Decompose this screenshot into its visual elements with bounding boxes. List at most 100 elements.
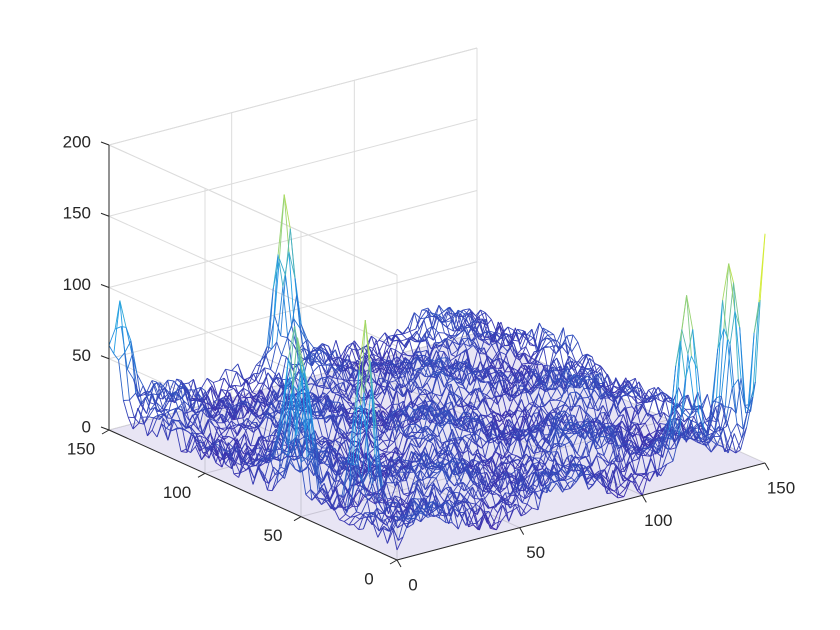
mesh-segment <box>390 515 398 529</box>
mesh-segment <box>356 432 363 435</box>
mesh-segment <box>282 251 290 287</box>
mesh-segment <box>339 388 347 393</box>
mesh-segment <box>433 437 441 449</box>
mesh-segment <box>133 379 141 397</box>
mesh-segment <box>393 516 401 530</box>
mesh-segment <box>393 364 400 369</box>
mesh-segment <box>174 387 181 393</box>
mesh-segment <box>423 312 431 320</box>
mesh-segment <box>404 472 410 493</box>
mesh-segment <box>346 419 354 435</box>
mesh-segment <box>408 380 416 390</box>
mesh-segment <box>444 316 452 322</box>
mesh-segment <box>403 459 411 462</box>
mesh-segment <box>433 400 441 412</box>
mesh-segment <box>300 324 308 340</box>
mesh-segment <box>189 426 197 434</box>
mesh-segment <box>276 452 284 458</box>
mesh-segment <box>334 364 342 371</box>
mesh-segment <box>408 338 415 357</box>
mesh-segment <box>356 484 364 512</box>
mesh-segment <box>189 406 197 414</box>
mesh-segment <box>288 446 295 462</box>
mesh-segment <box>462 337 469 340</box>
mesh-segment <box>252 466 260 485</box>
mesh-segment <box>386 528 394 544</box>
mesh-segment <box>448 307 454 332</box>
mesh-segment <box>322 350 330 356</box>
mesh-segment <box>180 448 186 452</box>
mesh-segment <box>185 406 191 414</box>
mesh-segment <box>388 516 396 532</box>
mesh-segment <box>383 458 390 463</box>
mesh-segment <box>128 416 135 419</box>
mesh-segment <box>402 519 410 538</box>
mesh-segment <box>215 399 223 416</box>
mesh-segment <box>444 338 451 361</box>
mesh-segment <box>271 376 278 385</box>
mesh-segment <box>283 194 291 229</box>
mesh-segment <box>395 380 403 389</box>
mesh-segment <box>267 489 273 492</box>
mesh-segment <box>321 364 329 375</box>
mesh-segment <box>246 451 254 466</box>
mesh-segment <box>156 381 164 400</box>
mesh-segment <box>384 347 392 371</box>
mesh-segment <box>372 371 378 373</box>
mesh-segment <box>347 396 354 405</box>
mesh-segment <box>434 341 441 344</box>
mesh-segment <box>286 424 294 446</box>
mesh-segment <box>346 401 352 409</box>
mesh-segment <box>265 354 272 370</box>
mesh-segment <box>417 427 425 439</box>
mesh-segment <box>410 419 417 424</box>
mesh-segment <box>428 447 436 465</box>
mesh-segment <box>234 425 242 440</box>
mesh-segment <box>278 258 286 276</box>
mesh-segment <box>378 339 384 343</box>
mesh-segment <box>356 481 363 490</box>
mesh-segment <box>350 489 358 505</box>
mesh-segment <box>379 385 387 388</box>
mesh-segment <box>280 335 288 339</box>
mesh-segment <box>420 405 427 417</box>
mesh-segment <box>312 392 319 399</box>
mesh-segment <box>445 401 453 405</box>
mesh-segment <box>397 453 403 456</box>
mesh-segment <box>251 453 259 466</box>
mesh-segment <box>180 380 188 401</box>
mesh-segment <box>297 409 305 435</box>
mesh-segment <box>302 456 310 461</box>
mesh-segment <box>257 414 265 428</box>
mesh-segment <box>268 412 275 418</box>
mesh-segment <box>317 343 325 351</box>
mesh-segment <box>152 393 159 396</box>
mesh-segment <box>444 383 452 408</box>
mesh-segment <box>247 465 255 479</box>
mesh-segment <box>290 407 297 446</box>
mesh-segment <box>337 473 345 487</box>
mesh-segment <box>159 382 166 389</box>
mesh-segment <box>446 337 453 342</box>
mesh-segment <box>173 393 180 397</box>
mesh-segment <box>261 349 269 367</box>
mesh-segment <box>417 319 425 342</box>
mesh-segment <box>344 487 350 508</box>
mesh-segment <box>328 349 336 356</box>
mesh-segment <box>351 348 358 351</box>
mesh-segment <box>364 512 372 518</box>
mesh-segment <box>417 388 425 397</box>
mesh-segment <box>118 360 124 401</box>
mesh-segment <box>348 387 356 402</box>
mesh-segment <box>419 439 426 449</box>
mesh-segment <box>260 346 268 361</box>
mesh-segment <box>190 414 198 428</box>
mesh-segment <box>248 373 254 385</box>
mesh-segment <box>412 463 419 468</box>
mesh-segment <box>386 430 394 453</box>
mesh-segment <box>171 427 178 432</box>
mesh-segment <box>426 382 433 393</box>
mesh-segment <box>365 487 373 494</box>
mesh-segment <box>325 354 333 366</box>
mesh-segment <box>411 451 418 458</box>
